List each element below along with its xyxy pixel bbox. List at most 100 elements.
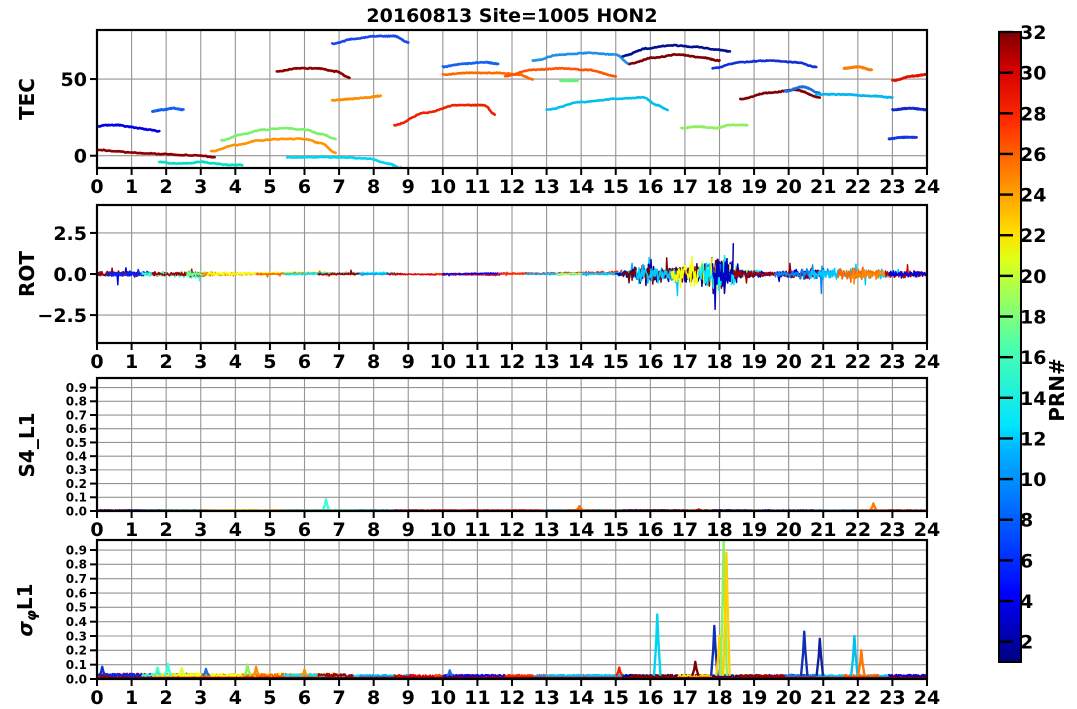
xtick-label: 7: [332, 687, 345, 709]
xtick-label: 15: [603, 176, 629, 198]
s4l1-yticks: 0.00.10.20.30.40.50.60.70.80.9: [66, 381, 97, 518]
sigmaphi-yticks: 0.00.10.20.30.40.50.60.70.80.9: [66, 543, 97, 686]
xtick-label: 23: [879, 176, 905, 198]
colorbar-tick-label: 18: [1020, 307, 1046, 329]
ytick-label: 0.2: [66, 477, 87, 491]
xtick-label: 18: [706, 351, 732, 373]
data-peak: [815, 637, 825, 676]
colorbar-tick-label: 12: [1020, 428, 1046, 450]
sigmaphi-xticks: 0 1 2 3 4 5 6 7 8 9 10 11 12 13 14 15 16 17 18 19 20 21 22 23 24: [90, 679, 940, 709]
xtick-label: 8: [367, 351, 380, 373]
xtick-label: 23: [879, 519, 905, 541]
xtick-label: 4: [229, 519, 242, 541]
tec-data: [97, 34, 927, 168]
xtick-label: 24: [914, 519, 940, 541]
ytick-label: 0.5: [66, 601, 87, 615]
data-peak: [445, 669, 454, 677]
xtick-label: 18: [706, 176, 732, 198]
data-trace: [887, 135, 918, 141]
xtick-label: 13: [533, 687, 559, 709]
colorbar-gradient: [999, 32, 1021, 662]
rot-yticks: −2.5 0.0 2.5: [37, 223, 97, 327]
tec-yticks: 0 50: [61, 69, 97, 168]
xtick-label: 15: [603, 687, 629, 709]
ytick-label: 0.3: [66, 629, 87, 643]
xtick-label: 16: [637, 176, 663, 198]
ytick-label: 0.4: [66, 449, 87, 463]
ytick-label: 0.0: [53, 264, 87, 286]
xtick-label: 16: [637, 519, 663, 541]
data-trace: [441, 71, 535, 81]
ytick-label: 0.0: [66, 672, 87, 686]
colorbar-tick-label: 22: [1020, 225, 1046, 247]
xtick-label: 23: [879, 687, 905, 709]
xtick-label: 9: [402, 351, 415, 373]
data-trace: [151, 106, 185, 113]
data-trace: [711, 59, 818, 70]
xtick-label: 13: [533, 176, 559, 198]
data-trace: [559, 78, 579, 83]
data-peak: [690, 660, 700, 677]
data-trace: [556, 272, 582, 276]
xtick-label: 9: [402, 519, 415, 541]
tec-axis-label: TEC: [15, 78, 39, 120]
tec-xticks: 0 1 2 3 4 5 6 7 8 9 10 11 12 13 14 15 16 17 18 19 20 21 22 23 24: [90, 168, 940, 198]
ytick-label: −2.5: [37, 305, 87, 327]
ytick-label: 0.4: [66, 615, 87, 629]
xtick-label: 24: [914, 351, 940, 373]
data-trace: [680, 123, 749, 130]
data-trace: [285, 155, 403, 168]
data-trace: [503, 66, 618, 78]
xtick-label: 3: [194, 351, 207, 373]
xtick-label: 12: [499, 687, 525, 709]
s4l1-gridlines: [97, 378, 927, 511]
xtick-label: 5: [263, 351, 276, 373]
data-peak: [153, 666, 162, 677]
xtick-label: 2: [160, 687, 173, 709]
colorbar-tick-label: 10: [1020, 469, 1046, 491]
data-trace: [774, 264, 831, 295]
xtick-label: 1: [125, 519, 138, 541]
xtick-label: 6: [298, 519, 311, 541]
xtick-label: 10: [430, 351, 456, 373]
xtick-label: 2: [160, 519, 173, 541]
data-trace: [783, 85, 822, 95]
xtick-label: 3: [194, 687, 207, 709]
xtick-label: 10: [430, 176, 456, 198]
colorbar-tick-label: 4: [1020, 591, 1033, 613]
colorbar-tick-label: 30: [1020, 63, 1046, 85]
xtick-label: 20: [775, 519, 801, 541]
xtick-label: 6: [298, 351, 311, 373]
data-trace: [891, 106, 927, 112]
data-trace: [815, 92, 894, 99]
data-trace: [888, 270, 927, 279]
xtick-label: 14: [568, 176, 594, 198]
colorbar-tick-label: 8: [1020, 510, 1033, 532]
ytick-label: 50: [61, 69, 87, 91]
data-trace: [545, 96, 669, 112]
xtick-label: 20: [775, 176, 801, 198]
ytick-label: 0.2: [66, 644, 87, 658]
xtick-label: 8: [367, 176, 380, 198]
data-trace: [891, 72, 927, 82]
xtick-label: 11: [464, 519, 490, 541]
ytick-label: 0.8: [66, 558, 87, 572]
data-trace: [220, 126, 337, 142]
data-trace: [97, 148, 216, 159]
data-peak: [869, 502, 878, 511]
sigmaphi-data: [97, 540, 927, 679]
data-trace: [739, 88, 822, 101]
xtick-label: 22: [845, 176, 871, 198]
ytick-label: 0.5: [66, 436, 87, 450]
data-peak: [722, 551, 731, 676]
xtick-label: 2: [160, 176, 173, 198]
xtick-label: 0: [90, 519, 103, 541]
xtick-label: 1: [125, 687, 138, 709]
xtick-label: 12: [499, 176, 525, 198]
xtick-label: 9: [402, 687, 415, 709]
xtick-label: 21: [810, 687, 836, 709]
ytick-label: 0.6: [66, 586, 87, 600]
xtick-label: 19: [741, 176, 767, 198]
xtick-label: 20: [775, 687, 801, 709]
xtick-label: 0: [90, 351, 103, 373]
